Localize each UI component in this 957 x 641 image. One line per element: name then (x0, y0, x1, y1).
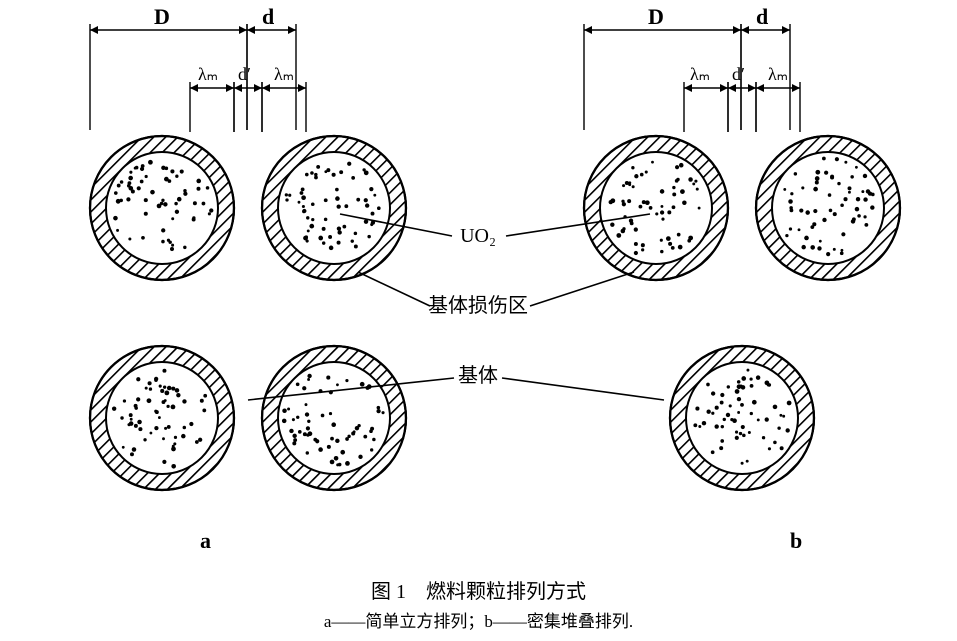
dim-arrow (584, 26, 592, 34)
figure-title: 燃料颗粒排列方式 (426, 581, 586, 603)
dim-arrow (782, 26, 790, 34)
dim-label: d′ (732, 64, 745, 84)
dim-arrow (728, 84, 736, 92)
figure-subcaption: a——简单立方排列；b——密集堆叠排列. (324, 612, 633, 631)
dim-label: λₘ (274, 64, 294, 84)
dim-label: d′ (238, 64, 251, 84)
dim-label: λₘ (768, 64, 788, 84)
panel-label: a (200, 528, 211, 553)
center-label-damage: 基体损伤区 (428, 294, 528, 317)
dim-arrow (247, 26, 255, 34)
dim-label: λₘ (198, 64, 218, 84)
dim-label: d (262, 4, 274, 29)
dim-arrow (684, 84, 692, 92)
fuel-particle (473, 336, 957, 500)
dim-arrow (756, 84, 764, 92)
dim-arrow (234, 84, 242, 92)
dim-arrow (239, 26, 247, 34)
panel-label: b (790, 528, 802, 553)
dim-arrow (226, 84, 234, 92)
dim-arrow (288, 26, 296, 34)
dim-arrow (262, 84, 270, 92)
dim-arrow (792, 84, 800, 92)
dim-arrow (254, 84, 262, 92)
dim-arrow (190, 84, 198, 92)
figure-number: 图 1 (371, 581, 406, 603)
dim-arrow (733, 26, 741, 34)
dim-arrow (720, 84, 728, 92)
center-label-uo2: UO₂ (460, 225, 496, 247)
center-label-matrix: 基体 (458, 364, 498, 387)
dim-arrow (748, 84, 756, 92)
dim-arrow (90, 26, 98, 34)
dim-label: D (648, 4, 664, 29)
leader-line (358, 272, 430, 306)
dim-arrow (298, 84, 306, 92)
dim-label: d (756, 4, 768, 29)
dim-label: D (154, 4, 170, 29)
dim-label: λₘ (690, 64, 710, 84)
leader-line (530, 272, 634, 306)
dim-arrow (741, 26, 749, 34)
